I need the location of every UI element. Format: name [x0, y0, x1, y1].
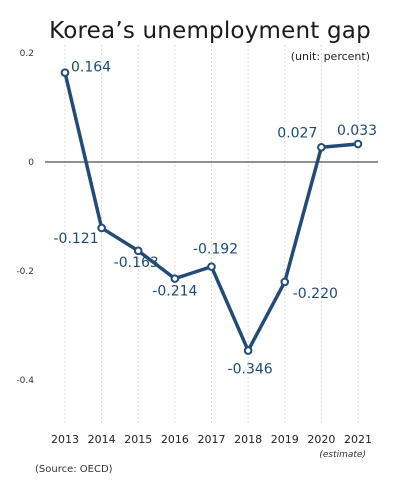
- chart-title: Korea’s unemployment gap: [49, 18, 371, 44]
- data-label-2021: 0.033: [337, 123, 377, 139]
- data-label-2019: -0.220: [293, 286, 338, 302]
- x-tick-label-2015: 2015: [124, 433, 152, 446]
- data-point-2020: [317, 142, 326, 152]
- data-label-2013: 0.164: [71, 60, 111, 76]
- data-point-2013: [60, 68, 70, 77]
- data-point-2021: [353, 139, 363, 149]
- data-label-2014: -0.121: [53, 231, 98, 247]
- data-point-2018: [243, 346, 253, 355]
- data-label-2020: 0.027: [277, 125, 317, 141]
- data-point-2015: [133, 246, 143, 256]
- y-tick-label: 0: [28, 158, 34, 168]
- data-label-2018: -0.346: [228, 362, 273, 378]
- data-label-2015: -0.163: [114, 255, 159, 271]
- x-tick-label-2014: 2014: [88, 433, 116, 446]
- source-note: (Source: OECD): [35, 464, 113, 475]
- y-tick-label: 0.2: [20, 49, 34, 59]
- data-point-2014: [97, 223, 106, 233]
- x-tick-label-2013: 2013: [51, 433, 79, 446]
- data-point-2017: [207, 262, 216, 271]
- x-tick-label-2020: 2020: [307, 433, 335, 446]
- x-tick-label-2019: 2019: [271, 433, 299, 446]
- data-label-2016: -0.214: [152, 284, 197, 300]
- x-tick-label-2016: 2016: [161, 433, 189, 446]
- data-label-2017: -0.192: [193, 242, 238, 258]
- x-tick-label-2021: 2021: [344, 433, 372, 446]
- data-point-2019: [280, 277, 290, 287]
- unit-label: (unit: percent): [290, 50, 370, 63]
- y-tick-label: -0.4: [16, 376, 34, 386]
- y-tick-label: -0.2: [16, 267, 34, 277]
- x-tick-label-2018: 2018: [234, 433, 262, 446]
- x-tick-label-2017: 2017: [198, 433, 226, 446]
- estimate-note: (estimate): [319, 450, 366, 460]
- data-point-2016: [170, 274, 180, 283]
